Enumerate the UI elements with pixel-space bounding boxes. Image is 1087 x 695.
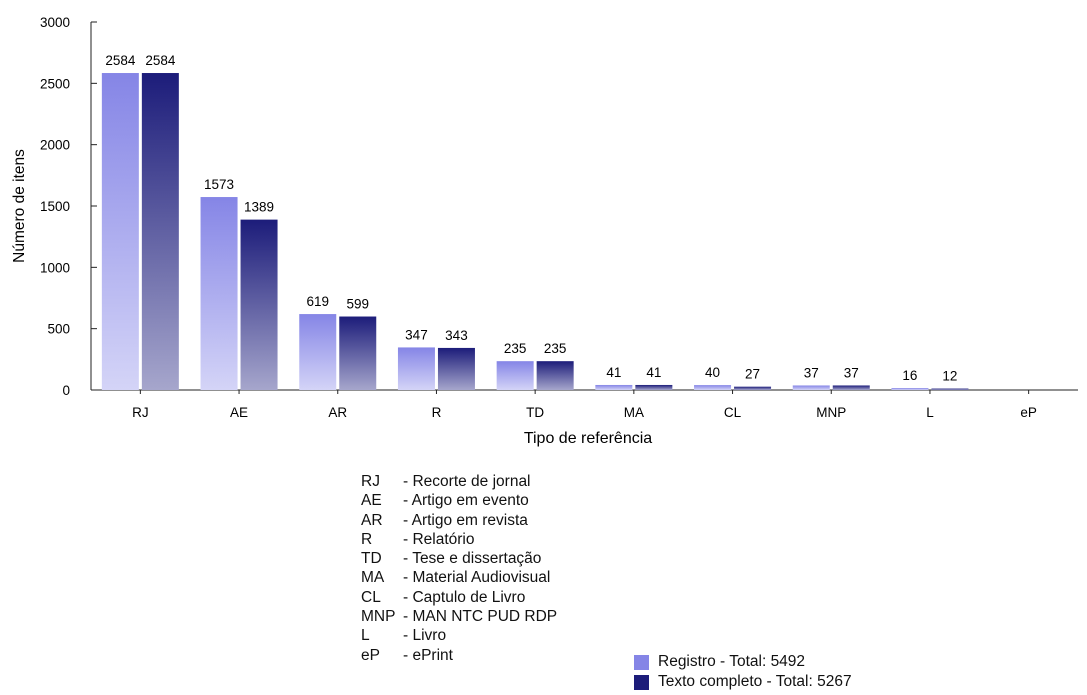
abbreviation-code: MA xyxy=(361,569,385,587)
y-tick-label: 0 xyxy=(62,383,70,398)
abbreviation-row: AR - Artigo em revista xyxy=(361,511,557,530)
bar xyxy=(734,386,772,390)
abbreviation-code: CL xyxy=(361,588,381,606)
abbreviation-row: L - Livro xyxy=(361,626,557,645)
bar xyxy=(101,73,139,391)
data-label: 27 xyxy=(745,367,760,382)
data-label: 343 xyxy=(445,328,468,343)
data-label: 1389 xyxy=(244,200,274,215)
data-label: 41 xyxy=(646,365,661,380)
bar xyxy=(536,361,574,390)
y-tick-label: 3000 xyxy=(40,15,70,30)
x-tick-label: AR xyxy=(328,405,347,420)
abbreviation-row: eP - ePrint xyxy=(361,646,557,665)
data-label: 16 xyxy=(902,368,917,383)
data-label: 40 xyxy=(705,365,720,380)
bar xyxy=(931,388,969,390)
x-tick-label: R xyxy=(432,405,442,420)
x-tick-label: eP xyxy=(1020,405,1037,420)
data-label: 41 xyxy=(606,365,621,380)
abbreviation-code: AR xyxy=(361,511,383,529)
abbreviation-description: - MAN NTC PUD RDP xyxy=(403,608,558,626)
data-label: 1573 xyxy=(204,177,234,192)
data-labels: 2584 1573 619 347 235 41 40 37 16 2584 1389 599 343 2… xyxy=(105,53,957,383)
x-tick-label: CL xyxy=(724,405,742,420)
data-label: 37 xyxy=(844,365,859,380)
abbreviation-code: R xyxy=(361,530,373,548)
bar xyxy=(891,388,929,390)
abbreviation-description: - Captulo de Livro xyxy=(403,588,526,606)
legend-swatch-registro xyxy=(634,654,649,670)
abbreviation-row: MA - Material Audiovisual xyxy=(361,568,557,587)
abbreviation-description: - Artigo em revista xyxy=(403,511,528,529)
legend-swatch-texto xyxy=(634,674,649,690)
y-tick-label: 2000 xyxy=(40,138,70,153)
axes: 0 500 1000 1500 2000 2500 3000 RJ AE AR R TD MA CL MNP… xyxy=(40,15,1078,420)
abbreviation-description: - Tese e dissertação xyxy=(403,550,542,568)
data-label: 619 xyxy=(306,294,329,309)
abbreviation-row: RJ - Recorte de jornal xyxy=(361,472,557,491)
y-tick-label: 2500 xyxy=(40,76,70,91)
data-label: 37 xyxy=(804,365,819,380)
abbreviation-row: AE - Artigo em evento xyxy=(361,491,557,510)
abbreviation-description: - Artigo em evento xyxy=(403,492,529,510)
abbreviation-description: - Livro xyxy=(403,627,447,645)
x-tick-label: MNP xyxy=(816,405,846,420)
x-tick-label: RJ xyxy=(132,405,149,420)
abbreviation-row: MNP - MAN NTC PUD RDP xyxy=(361,607,557,626)
data-label: 2584 xyxy=(145,53,176,68)
y-tick-label: 500 xyxy=(47,322,70,337)
bar xyxy=(437,347,475,390)
legend-label-texto: Texto completo - Total: 5267 xyxy=(658,673,852,690)
bar xyxy=(141,73,179,391)
abbreviation-code: AE xyxy=(361,492,382,510)
abbreviation-list: RJ - Recorte de jornal AE - Artigo em event… xyxy=(361,472,557,665)
data-label: 2584 xyxy=(105,53,136,68)
x-tick-label: AE xyxy=(230,405,248,420)
data-label: 235 xyxy=(504,341,527,356)
abbreviation-description: - Relatório xyxy=(403,530,475,548)
bar-chart: 0 500 1000 1500 2000 2500 3000 RJ AE AR R TD MA CL MNP… xyxy=(11,15,1078,447)
data-label: 235 xyxy=(544,341,567,356)
bar xyxy=(200,197,238,390)
abbreviation-code: TD xyxy=(361,550,382,568)
abbreviation-row: R - Relatório xyxy=(361,530,557,549)
y-axis-label: Número de itens xyxy=(11,149,28,263)
abbreviation-description: - ePrint xyxy=(403,646,453,664)
abbreviation-code: eP xyxy=(361,646,380,664)
x-tick-label: L xyxy=(926,405,934,420)
abbreviation-row: CL - Captulo de Livro xyxy=(361,588,557,607)
abbreviation-code: RJ xyxy=(361,473,380,490)
bar xyxy=(496,361,534,390)
bars xyxy=(101,73,969,391)
legend-label-registro: Registro - Total: 5492 xyxy=(658,653,806,670)
bar xyxy=(595,384,633,390)
bar xyxy=(832,385,870,390)
abbreviation-row: TD - Tese e dissertação xyxy=(361,549,557,568)
bar xyxy=(240,219,278,390)
bar xyxy=(397,347,435,390)
abbreviation-description: - Recorte de jornal xyxy=(403,473,531,490)
y-tick-label: 1500 xyxy=(40,199,70,214)
abbreviation-code: MNP xyxy=(361,608,396,626)
x-tick-label: TD xyxy=(526,405,544,420)
bar xyxy=(792,385,830,390)
bar xyxy=(299,314,337,390)
x-tick-label: MA xyxy=(624,405,644,420)
abbreviation-description: - Material Audiovisual xyxy=(403,569,551,587)
data-label: 12 xyxy=(942,369,957,384)
legend-item-registro: Registro - Total: 5492 xyxy=(634,652,852,672)
y-tick-label: 1000 xyxy=(40,260,70,275)
legend-item-texto: Texto completo - Total: 5267 xyxy=(634,672,852,692)
x-axis-label: Tipo de referência xyxy=(524,430,652,447)
bar xyxy=(339,316,377,390)
bar xyxy=(635,384,673,390)
data-label: 347 xyxy=(405,327,428,342)
abbreviation-code: L xyxy=(361,627,370,645)
legend: Registro - Total: 5492 Texto completo - … xyxy=(634,652,852,692)
bar xyxy=(694,385,732,390)
data-label: 599 xyxy=(346,297,369,312)
